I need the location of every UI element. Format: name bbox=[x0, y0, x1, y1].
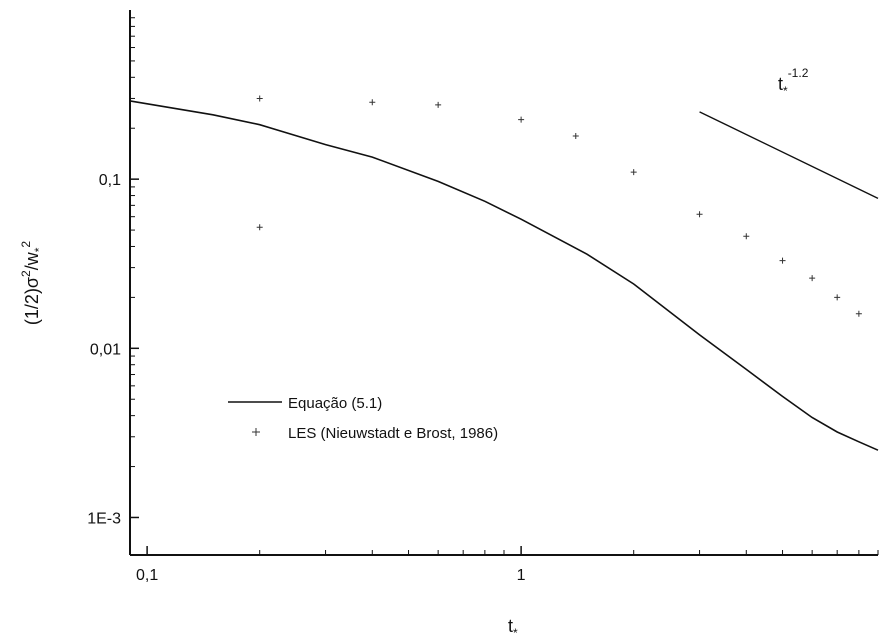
ticks: 0,1 1 0,1 0,01 1E-3 bbox=[87, 17, 879, 584]
axes bbox=[129, 10, 878, 556]
les-point bbox=[256, 224, 263, 231]
les-point bbox=[809, 275, 816, 282]
x-tick-label: 1 bbox=[517, 567, 526, 584]
les-point bbox=[256, 95, 263, 102]
les-point bbox=[834, 294, 841, 301]
legend: Equação (5.1) LES (Nieuwstadt e Brost, 1… bbox=[228, 395, 498, 442]
y-tick-label: 0,1 bbox=[99, 172, 121, 189]
slope-reference-line bbox=[699, 111, 879, 199]
x-tick-label: 0,1 bbox=[136, 567, 158, 584]
x-axis-title: t* bbox=[508, 616, 518, 640]
les-point bbox=[435, 101, 442, 108]
les-point bbox=[518, 116, 525, 123]
les-point bbox=[855, 310, 862, 317]
les-point bbox=[743, 233, 750, 240]
legend-label-markers: LES (Nieuwstadt e Brost, 1986) bbox=[288, 425, 498, 442]
y-tick-label: 1E-3 bbox=[87, 510, 121, 527]
les-point bbox=[630, 169, 637, 176]
les-point bbox=[369, 99, 376, 106]
y-axis-title: (1/2)σ2/w*2 bbox=[19, 241, 46, 325]
annotation: t*-1.2 bbox=[699, 66, 879, 199]
y-tick-label: 0,01 bbox=[90, 341, 121, 358]
slope-label: t*-1.2 bbox=[778, 66, 809, 98]
les-point bbox=[696, 211, 703, 218]
legend-marker-swatch bbox=[252, 428, 260, 436]
les-point bbox=[779, 257, 786, 264]
series-line-equacao bbox=[129, 100, 879, 451]
series bbox=[129, 95, 879, 451]
legend-label-line: Equação (5.1) bbox=[288, 395, 382, 412]
les-point bbox=[572, 132, 579, 139]
